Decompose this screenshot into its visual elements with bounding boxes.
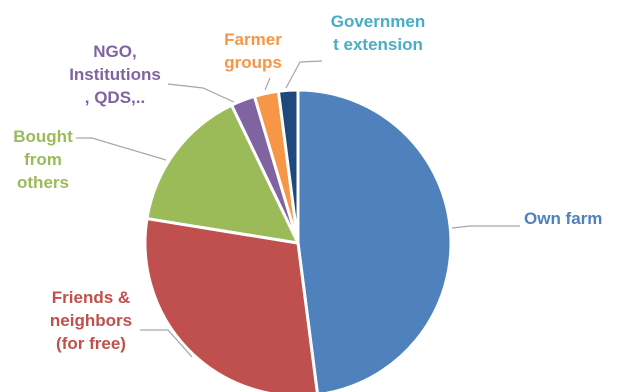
leader-lines (76, 60, 520, 358)
label-bought-line2: from (24, 150, 62, 169)
leader-line-friends (140, 329, 193, 358)
pie-slice-bought-from-others (145, 103, 300, 245)
label-bought-line3: others (17, 173, 69, 192)
label-friends-line2: neighbors (49, 311, 133, 330)
label-farmer-line1: Farmer (224, 30, 282, 49)
label-friends-line1: Friends & (51, 288, 131, 307)
label-bought-line1: Bought (13, 127, 73, 146)
label-government-extension: Governmen t extension (316, 10, 440, 56)
leader-line-bought (76, 137, 167, 161)
leader-line-own-farm (451, 225, 520, 229)
leader-line-farmer (264, 77, 271, 91)
label-ngo-line1: NGO, (93, 42, 137, 61)
label-friends-neighbors: Friends & neighbors (for free) (36, 286, 146, 355)
pie-slices (143, 88, 453, 392)
label-ngo-line3: , QDS,.. (84, 88, 146, 107)
pie-slice-friends-neighbors-for-free (143, 217, 319, 392)
label-ngo-institutions: NGO, Institutions , QDS,.. (56, 40, 174, 109)
label-bought-from-others: Bought from others (4, 125, 82, 194)
leader-line-gov (285, 60, 323, 89)
label-farmer-groups: Farmer groups (208, 28, 298, 74)
label-ngo-line2: Institutions (69, 65, 161, 84)
label-own-farm-text: Own farm (524, 209, 603, 228)
pie-slice-government-extension (276, 88, 300, 245)
label-own-farm: Own farm (524, 207, 602, 230)
label-friends-line3: (for free) (56, 334, 126, 353)
label-farmer-line2: groups (224, 53, 282, 72)
label-gov-line1: Governmen (330, 12, 426, 31)
pie-slice-own-farm (296, 88, 453, 392)
label-gov-line2: t extension (333, 35, 423, 54)
leader-line-ngo (167, 83, 235, 103)
